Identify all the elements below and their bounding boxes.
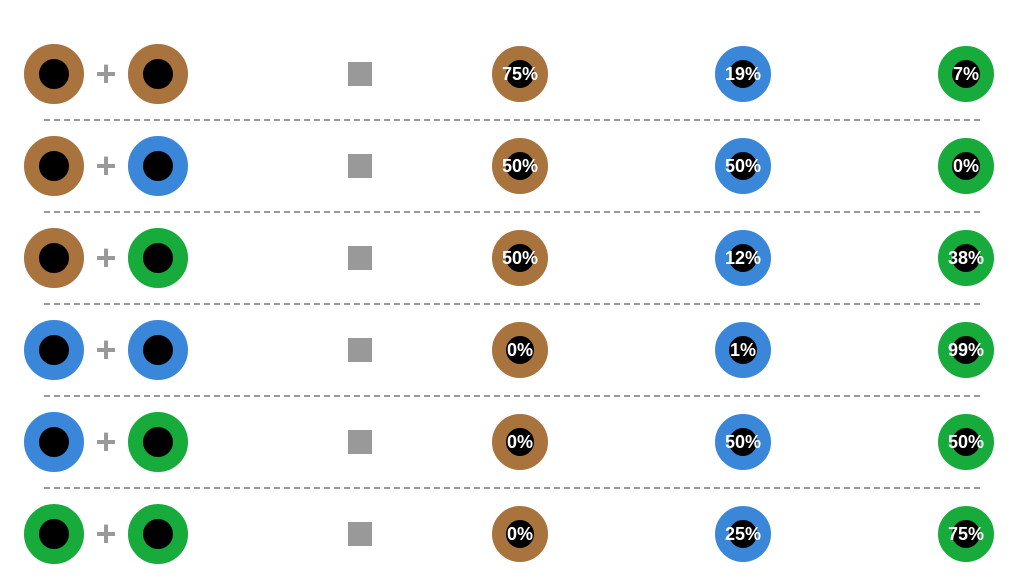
result-ring-green: 75% (938, 506, 994, 562)
combination-row: +0% 50% 50% (24, 396, 1000, 488)
equals-operator (348, 62, 372, 86)
plus-operator: + (94, 148, 118, 184)
result-ring-brown: 0% (492, 506, 548, 562)
eye-color-probability-chart: +75%19%7%+50%50%0%+50%12%38%+0%1%99%+0%5… (0, 0, 1024, 587)
pct-label: 38% (948, 249, 984, 267)
result-probabilities: 0% 50% 50% (372, 414, 1000, 470)
parent-ring-1 (24, 412, 84, 472)
parent-ring-1 (24, 320, 84, 380)
result-ring-blue: 19% (715, 46, 771, 102)
parent-ring-2 (128, 44, 188, 104)
pct-label: 75% (502, 65, 538, 83)
result-ring-blue: 12% (715, 230, 771, 286)
result-ring-blue: 1% (715, 322, 771, 378)
equals-operator (348, 338, 372, 362)
combination-row: +0% 25% 75% (24, 488, 1000, 580)
result-ring-green: 7% (938, 46, 994, 102)
parent-combination: + (24, 504, 284, 564)
result-ring-brown: 0% (492, 322, 548, 378)
parent-ring-2 (128, 228, 188, 288)
parent-ring-2 (128, 504, 188, 564)
pct-label: 0% (507, 341, 533, 359)
plus-operator: + (94, 56, 118, 92)
parent-ring-2 (128, 412, 188, 472)
combination-row: +0% 1% 99% (24, 304, 1000, 396)
plus-operator: + (94, 516, 118, 552)
pct-label: 50% (502, 249, 538, 267)
result-ring-green: 0% (938, 138, 994, 194)
result-ring-green: 50% (938, 414, 994, 470)
parent-combination: + (24, 412, 284, 472)
parent-ring-2 (128, 136, 188, 196)
pct-label: 75% (948, 525, 984, 543)
result-probabilities: 50% 12% 38% (372, 230, 1000, 286)
parent-ring-1 (24, 228, 84, 288)
plus-operator: + (94, 332, 118, 368)
combination-row: +50% 50% 0% (24, 120, 1000, 212)
equals-operator (348, 430, 372, 454)
parent-ring-1 (24, 504, 84, 564)
equals-operator (348, 154, 372, 178)
plus-operator: + (94, 240, 118, 276)
pct-label: 50% (725, 157, 761, 175)
result-ring-brown: 50% (492, 230, 548, 286)
parent-ring-1 (24, 136, 84, 196)
pct-label: 1% (730, 341, 756, 359)
parent-combination: + (24, 228, 284, 288)
result-ring-blue: 25% (715, 506, 771, 562)
parent-ring-1 (24, 44, 84, 104)
result-ring-green: 38% (938, 230, 994, 286)
pct-label: 0% (953, 157, 979, 175)
pct-label: 99% (948, 341, 984, 359)
pct-label: 0% (507, 433, 533, 451)
plus-operator: + (94, 424, 118, 460)
result-ring-brown: 75% (492, 46, 548, 102)
combination-row: +50% 12% 38% (24, 212, 1000, 304)
result-probabilities: 0% 1% 99% (372, 322, 1000, 378)
combination-row: +75% 19% 7% (24, 28, 1000, 120)
parent-combination: + (24, 44, 284, 104)
equals-operator (348, 522, 372, 546)
result-probabilities: 50% 50% 0% (372, 138, 1000, 194)
parent-combination: + (24, 136, 284, 196)
pct-label: 50% (502, 157, 538, 175)
parent-combination: + (24, 320, 284, 380)
pct-label: 7% (953, 65, 979, 83)
result-ring-blue: 50% (715, 414, 771, 470)
result-probabilities: 0% 25% 75% (372, 506, 1000, 562)
equals-operator (348, 246, 372, 270)
pct-label: 50% (948, 433, 984, 451)
pct-label: 12% (725, 249, 761, 267)
result-ring-brown: 50% (492, 138, 548, 194)
parent-ring-2 (128, 320, 188, 380)
result-ring-brown: 0% (492, 414, 548, 470)
pct-label: 0% (507, 525, 533, 543)
pct-label: 19% (725, 65, 761, 83)
result-ring-blue: 50% (715, 138, 771, 194)
pct-label: 25% (725, 525, 761, 543)
pct-label: 50% (725, 433, 761, 451)
result-probabilities: 75% 19% 7% (372, 46, 1000, 102)
result-ring-green: 99% (938, 322, 994, 378)
